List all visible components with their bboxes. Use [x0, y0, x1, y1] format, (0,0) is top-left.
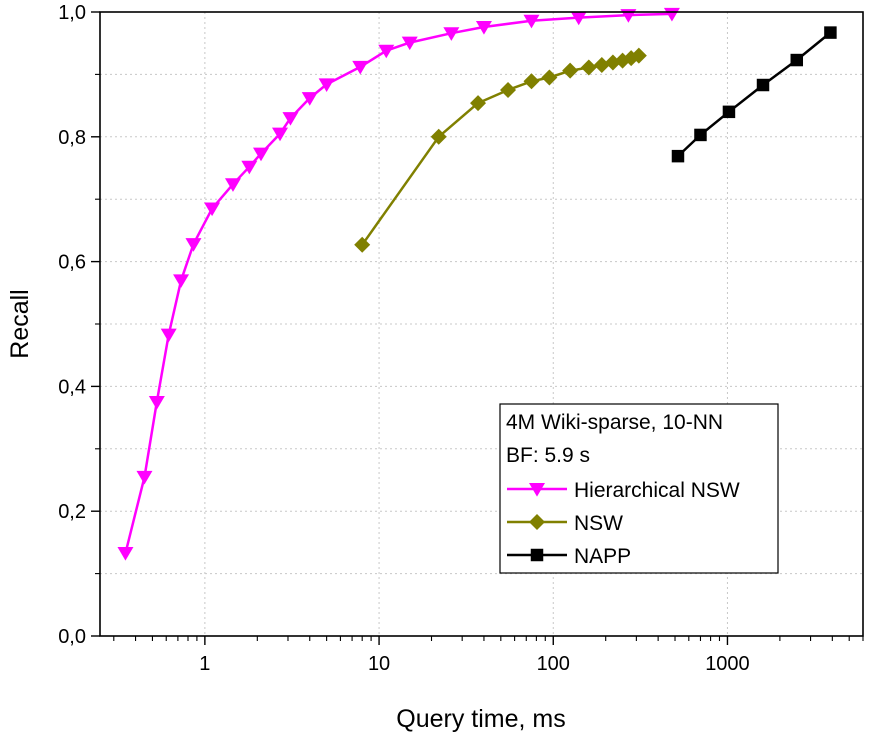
data-point [580, 59, 597, 76]
legend-entries: Hierarchical NSW NSW NAPP [507, 479, 740, 568]
data-point [136, 470, 153, 485]
y-tick-label: 0,0 [58, 626, 86, 648]
series-line [361, 54, 640, 246]
data-point [500, 82, 517, 98]
data-point [173, 274, 190, 288]
x-tick-label: 10 [368, 653, 390, 675]
data-point [204, 202, 221, 217]
y-axis-title: Recall [6, 289, 34, 358]
data-point [301, 92, 318, 106]
data-point [430, 128, 447, 145]
data-point [272, 127, 289, 142]
data-point [282, 112, 299, 126]
x-tick-label: 100 [537, 653, 570, 675]
data-point [470, 95, 487, 112]
data-point [541, 69, 558, 86]
data-point [593, 57, 610, 74]
data-point [630, 47, 647, 64]
x-tick-label: 1 [199, 653, 210, 675]
legend-label: Hierarchical NSW [574, 479, 740, 502]
data-point [401, 36, 418, 51]
data-point [824, 26, 837, 39]
data-point [671, 149, 685, 163]
data-point [378, 44, 395, 59]
data-point [117, 547, 134, 561]
data-point [318, 78, 335, 92]
y-tick-label: 0,2 [58, 501, 86, 523]
plot-frame [99, 11, 864, 637]
data-point [523, 14, 540, 29]
data-point [562, 62, 579, 79]
data-point [694, 128, 707, 142]
legend-title-line-1: 4M Wiki-sparse, 10-NN [506, 411, 723, 434]
axis-ticks: 1 10 100 1000 0,0 0,2 0,4 0,6 0,8 1,0 [58, 2, 864, 675]
data-point [241, 160, 258, 175]
x-axis-title: Query time, ms [396, 705, 565, 732]
data-point [224, 178, 241, 192]
data-point [756, 78, 770, 92]
y-tick-label: 0,6 [58, 252, 86, 274]
legend-marker [529, 514, 545, 530]
data-point [148, 396, 165, 410]
data-point [185, 238, 202, 252]
legend-marker [530, 548, 544, 562]
data-point [253, 147, 270, 162]
y-tick-label: 0,4 [58, 376, 86, 398]
y-tick-label: 1,0 [58, 2, 86, 24]
series-layer [117, 7, 837, 561]
data-point [722, 105, 736, 119]
legend: 4M Wiki-sparse, 10-NN BF: 5.9 s Hierarch… [499, 403, 779, 574]
legend-label: NAPP [574, 545, 631, 568]
y-tick-label: 0,8 [58, 127, 86, 149]
series-0 [117, 7, 680, 561]
data-point [160, 328, 177, 343]
legend-label: NSW [574, 512, 623, 535]
data-point [475, 20, 492, 35]
data-point [790, 53, 804, 67]
x-tick-label: 1000 [705, 653, 750, 675]
data-point [354, 236, 371, 253]
legend-marker [529, 483, 545, 497]
series-2 [671, 26, 837, 163]
data-point [443, 27, 460, 41]
data-point [352, 60, 369, 75]
data-point [523, 73, 540, 90]
legend-title-line-2: BF: 5.9 s [506, 444, 590, 467]
data-point [570, 11, 587, 26]
series-1 [354, 47, 647, 253]
